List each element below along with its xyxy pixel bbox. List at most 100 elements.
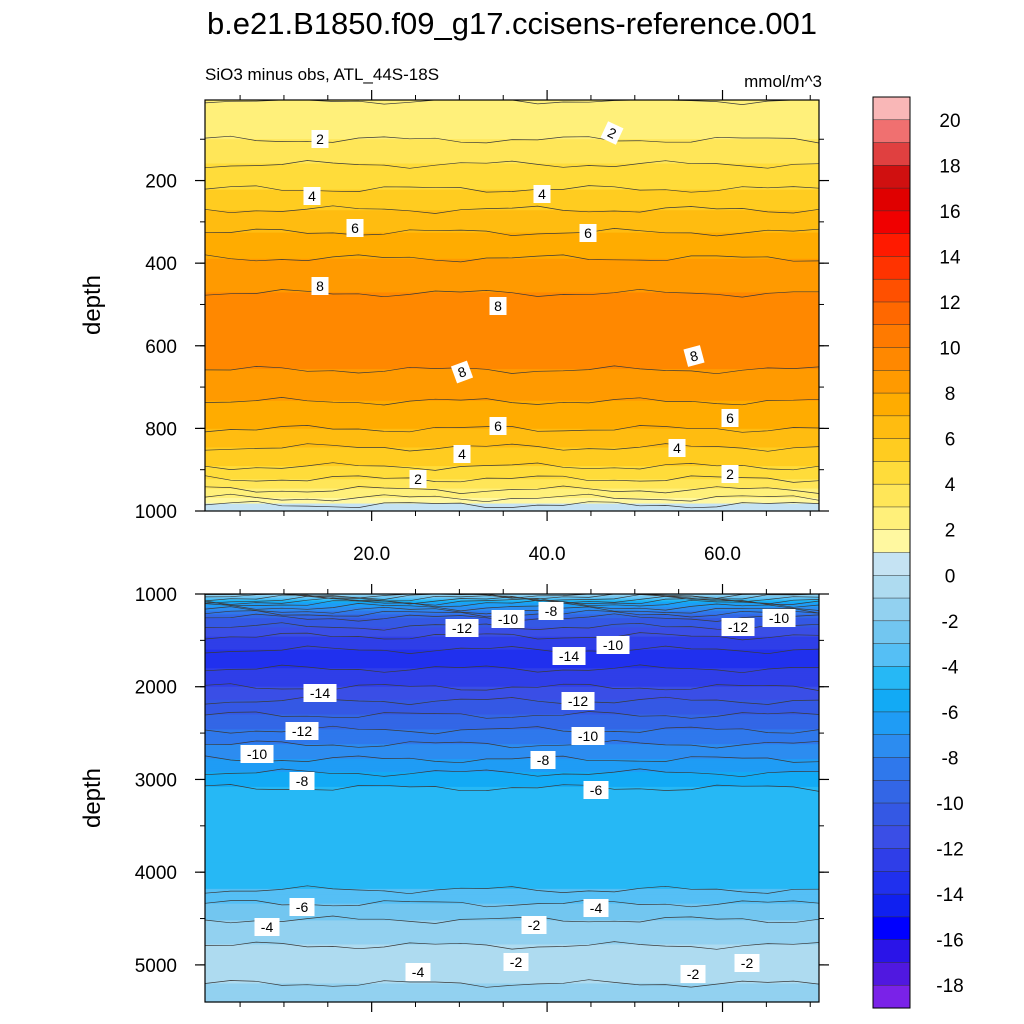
lower-fill-band [205,594,819,597]
upper-fill-band [205,482,819,486]
colorbar-swatch [872,119,911,144]
upper-fill-band [205,288,819,292]
lower-fill-band [205,738,819,742]
upper-fill-band [205,333,819,336]
upper-fill-band [205,496,819,499]
lower-contour-label-bg [680,965,706,983]
lower-contour-label-bg [552,647,586,665]
colorbar-swatch [872,347,911,371]
upper-fill-band [205,344,819,348]
lower-fill-band [205,924,819,927]
upper-fill-band [205,374,819,378]
upper-fill-band [205,128,819,131]
upper-fill-band [205,486,819,490]
upper-fill-band [205,499,819,503]
lower-fill-band [205,736,819,740]
colorbar-label: 2 [945,521,956,542]
lower-contour-label-bg [303,684,337,702]
lower-fill-band [205,829,819,832]
lower-fill-band [205,911,819,914]
lower-contour-label: -6 [583,781,609,799]
upper-fill-band [205,380,819,383]
upper-ylabel: depth [79,275,106,335]
lower-fill-band [205,770,819,773]
upper-contour-label: 2 [311,130,329,148]
upper-fill-band [205,400,819,404]
lower-fill-band [205,981,819,985]
lower-ylabel: depth [79,768,106,828]
lower-fill-band [205,979,819,983]
lower-fill-band [205,653,819,656]
upper-contour-line [204,135,820,144]
upper-fill-band [205,341,819,344]
upper-contour-labels: 2 2 4 4 6 6 8 8 8 8 6 6 4 4 2 2 [303,121,739,488]
upper-fill-band [205,227,819,230]
upper-fill-band [205,178,819,181]
lower-fill-band [205,875,819,879]
lower-contour-label: -12 [561,692,595,710]
lower-fill-band [205,827,819,831]
upper-fill-band [205,197,819,200]
upper-contour-line [204,254,820,263]
upper-fill-band [205,124,819,127]
lower-fill-band [205,794,819,797]
lower-fill-band [205,762,819,766]
upper-fill-band [205,187,819,191]
upper-fill-band [205,299,819,303]
upper-fill-band [205,107,819,110]
upper-fill-band [205,355,819,359]
lower-fill-band [205,929,819,933]
lower-fill-band [205,606,819,610]
lower-fill-band [205,683,819,686]
upper-fill-band [205,462,819,465]
lower-fill-band [205,744,819,747]
upper-fill-band [205,389,819,393]
lower-contour-label-bg [596,636,630,654]
upper-fill-band [205,169,819,172]
lower-fill-band [205,805,819,808]
lower-contour-line [204,595,820,605]
colorbar-swatch [872,711,911,736]
lower-fill-band [205,825,819,829]
lower-contour-label: -10 [571,727,605,745]
colorbar-swatch [872,825,911,850]
lower-contour-line [204,602,820,612]
upper-fill-band [205,494,819,497]
lower-fill-band [205,994,819,998]
upper-contour-label-bg [311,277,329,295]
lower-fill-band [205,684,819,688]
lower-fill-band [205,668,819,671]
lower-fill-band [205,699,819,703]
lower-fill-band [205,775,819,779]
lower-fill-band [205,872,819,875]
colorbar-swatch [872,529,911,554]
upper-contour-label: 6 [489,417,507,435]
colorbar-label: 8 [945,384,956,405]
lower-fill-band [205,777,819,781]
lower-fill-band [205,831,819,834]
upper-contour-label-text: 6 [351,220,359,236]
lower-fill-band [205,753,819,756]
colorbar-label: -10 [936,794,963,815]
upper-fill-band [205,397,819,400]
upper-panel: SiO3 minus obs, ATL_44S-18S mmol/m^3 200… [79,65,829,565]
upper-fill-band [205,273,819,277]
upper-fill-band [205,383,819,387]
lower-contour-label-bg [762,609,796,627]
upper-fill-band [205,292,819,295]
lower-contour-label-text: -4 [412,964,425,980]
upper-fill-band [205,258,819,262]
lower-contour-label-bg [289,898,315,916]
lower-contour-label-text: -8 [545,603,558,619]
colorbar-label: 10 [939,339,960,360]
upper-fill-band [205,204,819,208]
upper-fill-band [205,180,819,183]
upper-fill-band [205,354,819,357]
lower-contour-line [204,755,820,764]
lower-fill-band [205,718,819,721]
upper-units: mmol/m^3 [744,72,822,91]
lower-fill-band [205,710,819,714]
upper-fill-band [205,434,819,437]
upper-fill-band [205,331,819,335]
upper-subtitle: SiO3 minus obs, ATL_44S-18S [205,65,439,84]
